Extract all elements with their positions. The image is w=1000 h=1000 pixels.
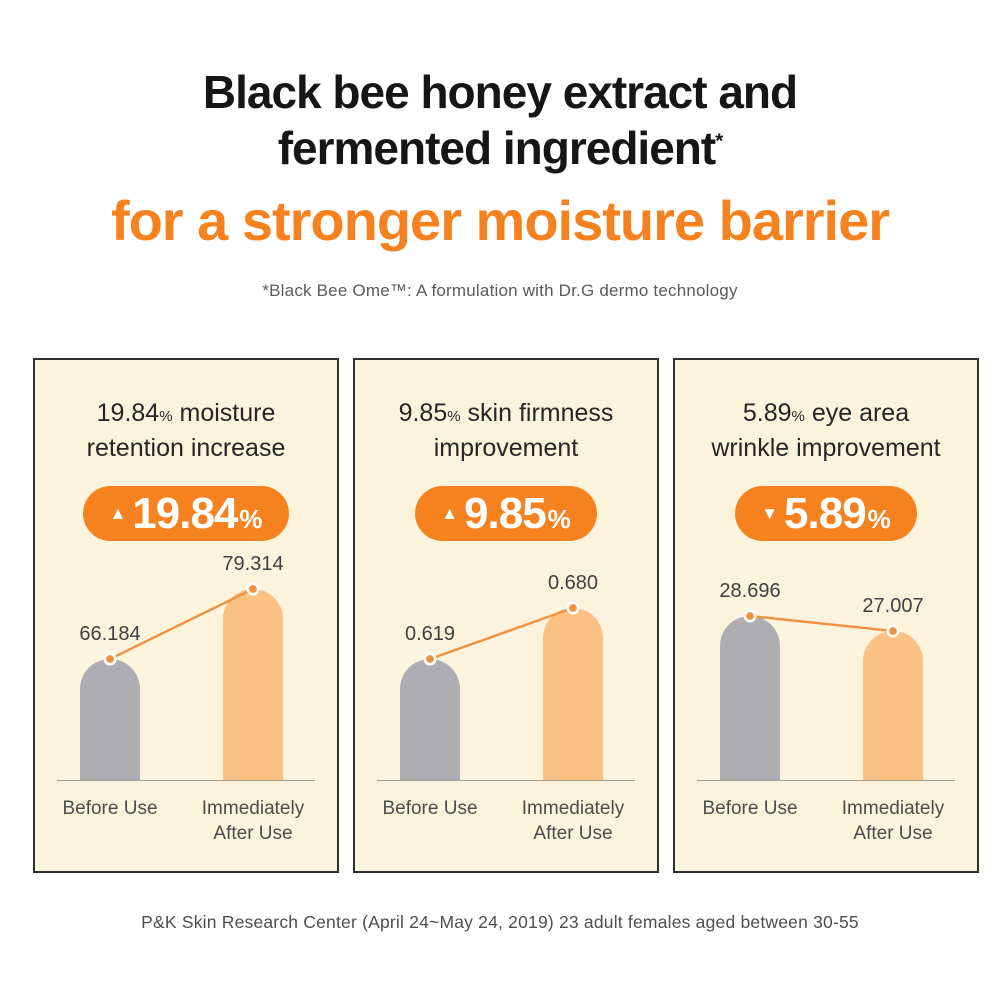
x-axis-line <box>377 780 635 781</box>
value-label-before-use: 28.696 <box>719 580 781 602</box>
heading-text-line1: moisture <box>172 399 276 427</box>
data-point-immediately-after-use <box>566 601 580 615</box>
panel-heading: 5.89% eye area wrinkle improvement <box>675 396 977 465</box>
heading-percent-value: 19.84 <box>96 399 160 427</box>
header: Black bee honey extract and fermented ing… <box>0 0 1000 301</box>
badge-row: ▲ 19.84% <box>35 486 337 541</box>
heading-text-line2: retention increase <box>86 433 286 462</box>
data-point-before-use <box>743 609 757 623</box>
heading-percent-sign: % <box>159 408 173 425</box>
trend-line-overlay <box>423 601 580 666</box>
improvement-badge: ▲ 9.85% <box>415 486 597 541</box>
panel-heading: 19.84% moisture retention increase <box>35 396 337 465</box>
x-axis-label-before-use: Before Use <box>382 798 478 819</box>
value-label-immediately-after-use: 27.007 <box>862 595 924 617</box>
heading-percent-sign: % <box>791 408 805 425</box>
heading-percent-value: 5.89 <box>742 399 792 427</box>
bar-immediately-after-use <box>863 631 923 780</box>
page-title: Black bee honey extract and fermented ing… <box>0 64 1000 176</box>
x-axis-line <box>697 780 955 781</box>
badge-percent-sign: % <box>239 504 263 534</box>
data-point-immediately-after-use <box>886 624 900 638</box>
panel-moisture-retention: 19.84% moisture retention increase ▲ 19.84… <box>33 358 339 873</box>
page-footnote: *Black Bee Ome™: A formulation with Dr.G… <box>262 281 738 301</box>
badge-percent-sign: % <box>547 504 571 534</box>
heading-text-line2: wrinkle improvement <box>711 433 941 462</box>
panel-heading: 9.85% skin firmness improvement <box>355 396 657 465</box>
bar-before-use <box>80 659 140 780</box>
heading-text-line2: improvement <box>433 433 579 462</box>
bar-chart-firmness: 0.619 0.680 Before Use Immediately After Us… <box>355 549 657 861</box>
improvement-badge: ▼ 5.89% <box>735 486 917 541</box>
page-subtitle: for a stronger moisture barrier <box>110 189 890 253</box>
heading-percent-sign: % <box>447 408 461 425</box>
data-point-before-use <box>423 652 437 666</box>
value-label-immediately-after-use: 79.314 <box>222 553 284 575</box>
badge-value: 5.89 <box>784 489 867 538</box>
footnote-marker: * <box>715 129 723 153</box>
badge-value: 9.85 <box>464 489 547 538</box>
value-label-before-use: 0.619 <box>404 623 456 645</box>
up-arrow-icon: ▲ <box>441 504 459 523</box>
badge-row: ▲ 9.85% <box>355 486 657 541</box>
badge-value: 19.84 <box>132 489 238 538</box>
bar-before-use <box>400 659 460 780</box>
value-label-before-use: 66.184 <box>79 623 141 645</box>
heading-percent-value: 9.85 <box>398 399 448 427</box>
x-axis-label-immediately-after-use: Immediately After Use <box>521 798 625 845</box>
value-label-immediately-after-use: 0.680 <box>547 572 599 594</box>
x-axis-label-immediately-after-use: Immediately After Use <box>201 798 305 845</box>
panel-eye-wrinkle: 5.89% eye area wrinkle improvement ▼ 5.89%… <box>673 358 979 873</box>
result-panels: 19.84% moisture retention increase ▲ 19.84… <box>33 358 979 873</box>
bar-chart-moisture: 66.184 79.314 Before Use Immediately After … <box>35 549 337 861</box>
x-axis-line <box>57 780 315 781</box>
study-source-text: P&K Skin Research Center (April 24~May 2… <box>141 912 859 932</box>
bar-immediately-after-use <box>223 589 283 780</box>
badge-percent-sign: % <box>867 504 891 534</box>
bar-immediately-after-use <box>543 608 603 780</box>
data-point-immediately-after-use <box>246 582 260 596</box>
trend-line-overlay <box>743 609 900 638</box>
heading-text-line1: eye area <box>804 399 910 427</box>
down-arrow-icon: ▼ <box>761 504 779 523</box>
improvement-badge: ▲ 19.84% <box>83 486 289 541</box>
panel-skin-firmness: 9.85% skin firmness improvement ▲ 9.85% 0.… <box>353 358 659 873</box>
up-arrow-icon: ▲ <box>109 504 127 523</box>
page-title-line2: fermented ingredient <box>277 122 717 175</box>
trend-line-overlay <box>103 582 260 666</box>
page-title-line1: Black bee honey extract and <box>202 66 798 118</box>
data-point-before-use <box>103 652 117 666</box>
bar-before-use <box>720 616 780 780</box>
x-axis-label-before-use: Before Use <box>702 798 798 819</box>
x-axis-label-before-use: Before Use <box>62 798 158 819</box>
badge-row: ▼ 5.89% <box>675 486 977 541</box>
x-axis-label-immediately-after-use: Immediately After Use <box>841 798 945 845</box>
heading-text-line1: skin firmness <box>460 399 614 427</box>
bar-chart-wrinkle: 28.696 27.007 Before Use Immediately After … <box>675 549 977 861</box>
